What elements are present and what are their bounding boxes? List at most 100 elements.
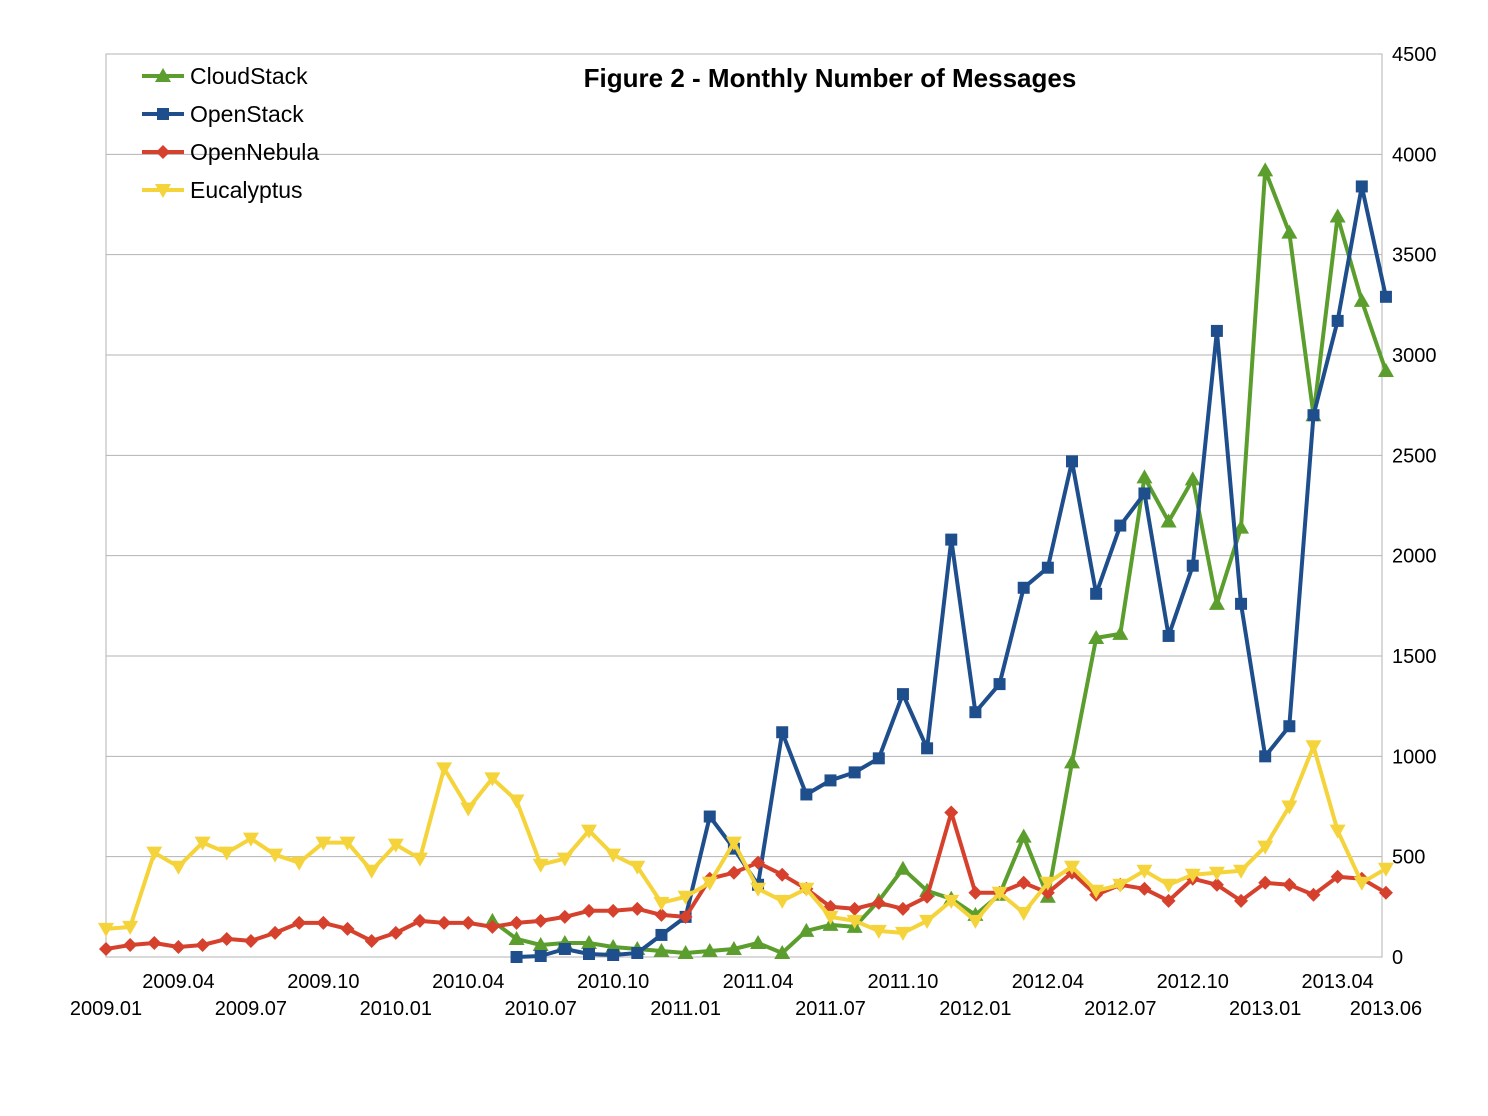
data-point-openstack <box>1283 720 1296 733</box>
data-point-eucalyptus <box>387 838 404 853</box>
data-point-eucalyptus <box>798 882 815 897</box>
x-tick-label: 2009.01 <box>70 998 142 1020</box>
x-tick-label: 2009.07 <box>215 998 287 1020</box>
data-point-openstack <box>558 942 571 955</box>
data-point-opennebula <box>920 889 935 904</box>
data-point-eucalyptus <box>484 772 501 787</box>
data-point-openstack <box>1162 629 1175 642</box>
data-point-openstack <box>1066 455 1078 468</box>
data-point-openstack <box>1186 559 1199 572</box>
data-point-opennebula <box>654 907 669 922</box>
data-point-eucalyptus <box>1257 840 1274 855</box>
legend-label: CloudStack <box>190 63 308 89</box>
y-tick-label: 3500 <box>1392 245 1437 267</box>
x-tick-label: 2012.10 <box>1157 971 1229 993</box>
data-point-eucalyptus <box>581 824 597 839</box>
x-tick-label: 2011.01 <box>650 998 721 1020</box>
data-point-opennebula <box>388 925 403 940</box>
chart-title: Figure 2 - Monthly Number of Messages <box>584 63 1077 93</box>
y-axis-ticks: 0 500 1000 1500 2000 2500 3000 3500 4000 4500 <box>1392 44 1437 969</box>
x-tick-label: 2010.04 <box>432 971 504 993</box>
legend-item-openstack: OpenStack <box>142 101 304 127</box>
data-point-cloudstack <box>1088 629 1105 644</box>
data-point-eucalyptus <box>98 922 114 937</box>
x-tick-label: 2013.04 <box>1302 971 1374 993</box>
x-tick-label: 2012.04 <box>1012 971 1084 993</box>
data-point-eucalyptus <box>267 848 284 863</box>
legend-label: Eucalyptus <box>190 177 303 203</box>
data-point-openstack <box>969 706 982 719</box>
data-point-eucalyptus <box>556 852 573 867</box>
y-tick-label: 4000 <box>1392 144 1437 166</box>
data-point-opennebula <box>944 805 959 820</box>
y-tick-label: 1000 <box>1392 746 1437 768</box>
data-point-openstack <box>824 774 837 787</box>
data-point-openstack <box>703 810 716 823</box>
data-point-opennebula <box>147 935 162 950</box>
data-point-opennebula <box>1137 881 1152 896</box>
data-point-cloudstack <box>1329 208 1346 223</box>
data-point-opennebula <box>1016 875 1031 890</box>
data-point-openstack <box>1355 180 1368 193</box>
data-point-opennebula <box>968 885 983 900</box>
data-point-eucalyptus <box>870 924 887 939</box>
data-point-eucalyptus <box>1136 864 1153 879</box>
data-point-cloudstack <box>750 934 767 949</box>
gridlines <box>106 53 1382 858</box>
data-point-opennebula <box>509 915 524 930</box>
data-point-cloudstack <box>653 942 670 957</box>
data-point-eucalyptus <box>967 914 984 929</box>
data-point-eucalyptus <box>146 846 163 861</box>
data-point-openstack <box>1138 487 1151 500</box>
data-point-opennebula <box>171 939 186 954</box>
data-point-eucalyptus <box>919 914 936 929</box>
data-point-opennebula <box>195 937 210 952</box>
data-point-opennebula <box>895 901 910 916</box>
y-tick-label: 2500 <box>1392 445 1437 467</box>
y-tick-label: 1500 <box>1392 646 1437 668</box>
series-eucalyptus <box>98 740 1394 941</box>
y-tick-label: 500 <box>1392 847 1425 869</box>
data-point-eucalyptus <box>1184 868 1201 883</box>
data-point-opennebula <box>123 937 138 952</box>
data-point-cloudstack <box>725 940 742 955</box>
data-point-cloudstack <box>1136 469 1153 484</box>
data-point-eucalyptus <box>508 794 525 809</box>
data-point-opennebula <box>99 941 113 956</box>
data-point-eucalyptus <box>1208 866 1225 881</box>
data-point-opennebula <box>557 909 572 924</box>
x-tick-label: 2012.01 <box>939 998 1011 1020</box>
data-point-cloudstack <box>1064 754 1080 769</box>
data-point-eucalyptus <box>460 802 477 817</box>
data-point-eucalyptus <box>1305 740 1322 755</box>
data-point-openstack <box>631 946 644 959</box>
x-axis-ticks: 2009.04 2009.10 2010.04 2010.10 2011.04 2011.… <box>70 971 1422 1020</box>
data-point-eucalyptus <box>725 836 742 851</box>
legend-marker-cloudstack <box>155 68 171 82</box>
data-point-cloudstack <box>774 944 791 959</box>
data-point-openstack <box>1090 587 1103 600</box>
data-point-opennebula <box>1209 877 1224 892</box>
x-tick-label: 2011.07 <box>795 998 866 1020</box>
data-point-opennebula <box>1258 875 1273 890</box>
data-point-eucalyptus <box>653 896 670 911</box>
data-point-openstack <box>993 678 1006 691</box>
data-point-opennebula <box>630 901 645 916</box>
data-point-openstack <box>1331 314 1344 327</box>
data-point-cloudstack <box>798 922 815 937</box>
data-point-openstack <box>800 788 813 801</box>
data-point-eucalyptus <box>629 860 646 875</box>
data-point-eucalyptus <box>339 836 356 851</box>
y-tick-label: 3000 <box>1392 345 1437 367</box>
plot-area <box>105 53 1383 958</box>
data-point-eucalyptus <box>291 856 308 871</box>
x-tick-label: 2010.10 <box>577 971 649 993</box>
data-point-eucalyptus <box>1329 824 1346 839</box>
data-point-opennebula <box>533 913 548 928</box>
x-tick-label: 2009.10 <box>287 971 359 993</box>
legend: CloudStack OpenStack OpenNebula Eucalyptus <box>142 63 319 203</box>
data-point-cloudstack <box>1160 513 1177 528</box>
data-point-cloudstack <box>484 912 501 927</box>
data-point-eucalyptus <box>170 860 187 875</box>
